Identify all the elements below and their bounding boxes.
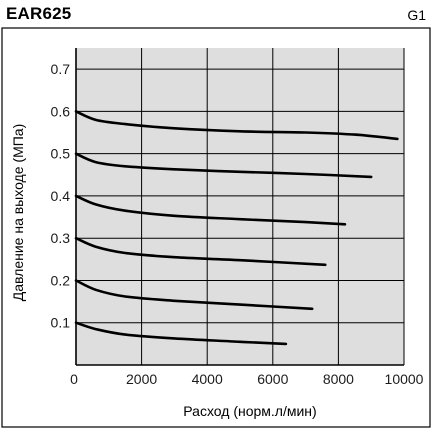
y-tick-label: 0.3 [51, 230, 71, 246]
x-tick-label: 6000 [257, 371, 288, 387]
y-tick-label: 0.1 [51, 315, 71, 331]
chart-title: EAR625 [6, 4, 72, 23]
x-tick-labels: 0 2000 4000 6000 8000 10000 [70, 371, 424, 387]
figure-code: G1 [407, 7, 426, 23]
x-tick-label: 0 [70, 371, 78, 387]
series-line [74, 236, 327, 267]
grid [75, 48, 405, 366]
y-axis-label: Давление на выходе (МПа) [10, 124, 26, 301]
y-tick-label: 0.7 [51, 61, 71, 77]
x-tick-label: 10000 [385, 371, 424, 387]
series-lines [74, 110, 399, 346]
y-tick-label: 0.4 [51, 188, 71, 204]
plot-area [76, 48, 404, 365]
series-line [74, 152, 373, 179]
x-axis-label: Расход (норм.л/мин) [183, 403, 316, 419]
y-tick-labels: 0.1 0.2 0.3 0.4 0.5 0.6 0.7 [51, 61, 71, 331]
y-tick-label: 0.2 [51, 272, 71, 288]
y-tick-label: 0.5 [51, 146, 71, 162]
series-line [74, 110, 399, 141]
x-tick-label: 2000 [126, 371, 157, 387]
series-line [74, 321, 288, 346]
y-tick-label: 0.6 [51, 103, 71, 119]
x-tick-label: 8000 [323, 371, 354, 387]
series-line [74, 279, 314, 311]
x-tick-label: 4000 [192, 371, 223, 387]
series-line [74, 194, 347, 226]
